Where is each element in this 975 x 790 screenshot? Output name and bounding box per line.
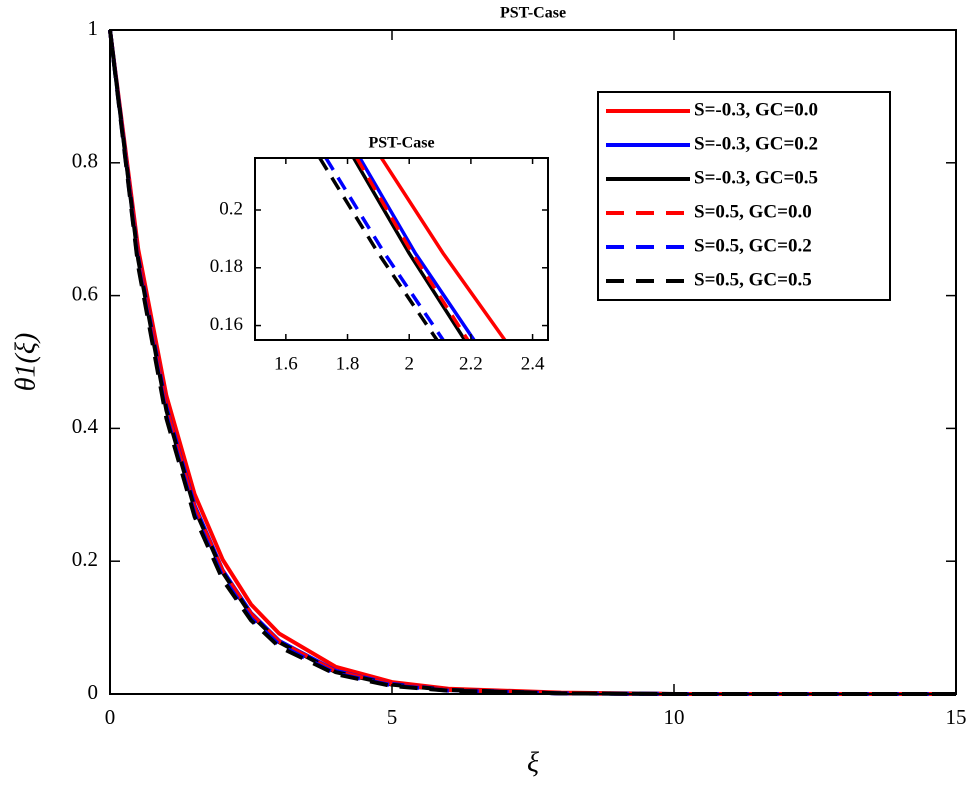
- x-tick-label: 2: [404, 353, 414, 374]
- y-tick-label: 0.16: [210, 314, 243, 335]
- x-tick-label: 1.8: [336, 353, 360, 374]
- legend-label: S=-0.3, GC=0.0: [694, 99, 818, 120]
- y-tick-label: 0: [88, 680, 99, 704]
- data-line: [379, 158, 507, 340]
- x-tick-label: 0: [105, 705, 116, 729]
- x-tick-label: 2.2: [459, 353, 483, 374]
- x-axis-label: ξ: [527, 747, 539, 778]
- plot-area: [255, 158, 548, 340]
- x-tick-label: 15: [946, 705, 967, 729]
- y-tick-label: 0.2: [72, 547, 98, 571]
- axes-box: [254, 157, 549, 341]
- data-line: [352, 158, 467, 340]
- x-tick-label: 10: [664, 705, 685, 729]
- x-tick-label: 5: [387, 705, 398, 729]
- legend-label: S=0.5, GC=0.5: [694, 269, 812, 290]
- legend-label: S=-0.3, GC=0.2: [694, 133, 818, 154]
- y-tick-label: 1: [88, 16, 99, 40]
- x-tick-label: 1.6: [274, 353, 298, 374]
- y-tick-label: 0.6: [72, 281, 98, 305]
- chart-title: PST-Case: [500, 5, 566, 22]
- y-tick-label: 0.2: [219, 198, 243, 219]
- axes-box: [109, 29, 957, 695]
- y-tick-label: 0.8: [72, 149, 98, 173]
- chart-title: PST-Case: [368, 135, 434, 152]
- data-line: [355, 158, 470, 340]
- y-tick-label: 0.18: [210, 256, 243, 277]
- x-tick-label: 2.4: [521, 353, 545, 374]
- legend-box: [597, 91, 891, 301]
- legend-label: S=-0.3, GC=0.5: [694, 167, 818, 188]
- y-tick-label: 0.4: [72, 414, 99, 438]
- y-axis-label: θ1(ξ): [10, 333, 41, 391]
- legend-label: S=0.5, GC=0.0: [694, 201, 812, 222]
- data-line: [358, 158, 476, 340]
- legend-label: S=0.5, GC=0.2: [694, 235, 812, 256]
